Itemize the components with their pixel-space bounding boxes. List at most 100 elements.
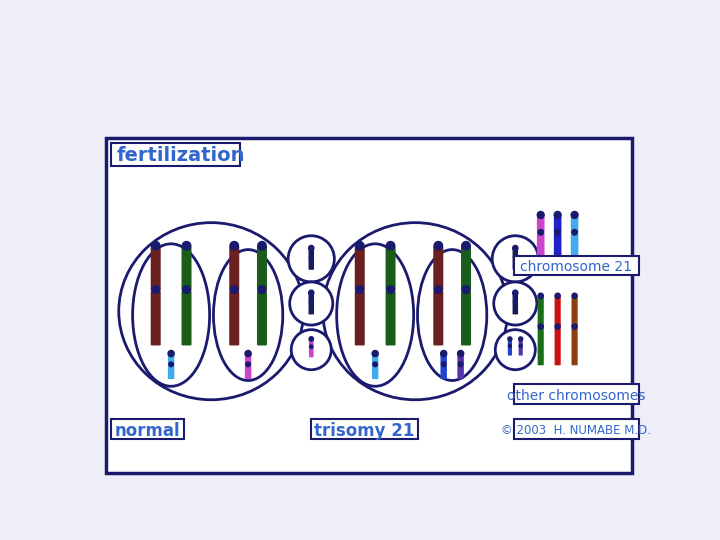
Circle shape (519, 345, 522, 347)
FancyBboxPatch shape (538, 296, 544, 327)
Circle shape (356, 241, 364, 250)
FancyBboxPatch shape (181, 246, 192, 291)
Circle shape (245, 350, 251, 356)
FancyBboxPatch shape (514, 419, 639, 439)
FancyBboxPatch shape (572, 328, 577, 365)
Circle shape (230, 241, 238, 250)
Circle shape (387, 286, 395, 294)
Ellipse shape (213, 249, 283, 381)
FancyBboxPatch shape (508, 346, 512, 355)
FancyBboxPatch shape (308, 293, 314, 302)
FancyBboxPatch shape (513, 302, 518, 314)
Circle shape (462, 241, 470, 250)
FancyBboxPatch shape (518, 346, 523, 355)
Circle shape (310, 300, 313, 304)
FancyBboxPatch shape (457, 365, 464, 379)
Circle shape (310, 345, 313, 348)
Circle shape (434, 241, 443, 250)
Circle shape (309, 290, 314, 295)
Circle shape (288, 236, 334, 282)
Circle shape (462, 286, 470, 294)
Circle shape (572, 293, 577, 299)
FancyBboxPatch shape (554, 233, 562, 256)
Circle shape (434, 286, 442, 294)
FancyBboxPatch shape (372, 365, 379, 379)
FancyBboxPatch shape (229, 291, 239, 346)
Circle shape (372, 350, 378, 356)
Circle shape (572, 230, 577, 235)
FancyBboxPatch shape (311, 419, 418, 439)
FancyBboxPatch shape (513, 258, 518, 270)
Circle shape (513, 290, 518, 295)
FancyBboxPatch shape (554, 216, 562, 233)
Circle shape (492, 236, 539, 282)
Circle shape (555, 230, 560, 235)
FancyBboxPatch shape (518, 339, 523, 347)
Circle shape (258, 286, 266, 294)
Circle shape (183, 286, 190, 294)
Circle shape (309, 337, 313, 341)
Text: © 2003  H. NUMABE M.D.: © 2003 H. NUMABE M.D. (501, 424, 651, 437)
FancyBboxPatch shape (571, 233, 578, 256)
Circle shape (373, 362, 377, 367)
Circle shape (571, 212, 578, 218)
FancyBboxPatch shape (355, 246, 365, 291)
FancyBboxPatch shape (538, 328, 544, 365)
Circle shape (168, 350, 174, 356)
Circle shape (441, 362, 446, 367)
Circle shape (537, 212, 544, 218)
FancyBboxPatch shape (385, 291, 395, 346)
FancyBboxPatch shape (168, 354, 174, 365)
Ellipse shape (132, 244, 210, 386)
Circle shape (513, 246, 518, 251)
Circle shape (572, 324, 577, 329)
FancyBboxPatch shape (461, 291, 471, 346)
FancyBboxPatch shape (554, 296, 561, 327)
FancyBboxPatch shape (537, 233, 544, 256)
Circle shape (518, 337, 523, 341)
Circle shape (291, 330, 331, 370)
Circle shape (182, 241, 191, 250)
Text: normal: normal (114, 422, 180, 440)
FancyBboxPatch shape (309, 339, 314, 347)
FancyBboxPatch shape (513, 293, 518, 302)
Circle shape (538, 230, 544, 235)
FancyBboxPatch shape (572, 296, 577, 327)
Circle shape (230, 286, 238, 294)
Circle shape (151, 241, 160, 250)
Circle shape (554, 212, 561, 218)
Circle shape (508, 337, 512, 341)
Text: trisomy 21: trisomy 21 (314, 422, 415, 440)
FancyBboxPatch shape (372, 354, 379, 365)
FancyBboxPatch shape (111, 419, 184, 439)
FancyBboxPatch shape (168, 365, 174, 379)
Circle shape (495, 330, 535, 370)
Circle shape (555, 293, 560, 299)
FancyBboxPatch shape (537, 216, 544, 233)
Circle shape (246, 362, 251, 367)
FancyBboxPatch shape (309, 347, 314, 357)
Ellipse shape (323, 222, 508, 400)
FancyBboxPatch shape (229, 246, 239, 291)
Circle shape (538, 324, 544, 329)
Circle shape (441, 350, 447, 356)
Circle shape (168, 362, 174, 367)
Circle shape (508, 345, 511, 347)
Circle shape (513, 255, 517, 259)
Circle shape (289, 282, 333, 325)
Circle shape (258, 241, 266, 250)
FancyBboxPatch shape (514, 384, 639, 403)
FancyBboxPatch shape (554, 328, 561, 365)
Circle shape (513, 300, 517, 304)
Circle shape (309, 246, 314, 251)
FancyBboxPatch shape (181, 291, 192, 346)
FancyBboxPatch shape (257, 291, 267, 346)
FancyBboxPatch shape (441, 365, 447, 379)
Text: chromosome 21: chromosome 21 (520, 260, 632, 274)
FancyBboxPatch shape (461, 246, 471, 291)
FancyBboxPatch shape (245, 365, 251, 379)
Circle shape (152, 286, 160, 294)
FancyBboxPatch shape (257, 246, 267, 291)
FancyBboxPatch shape (308, 248, 314, 258)
FancyBboxPatch shape (106, 138, 632, 473)
